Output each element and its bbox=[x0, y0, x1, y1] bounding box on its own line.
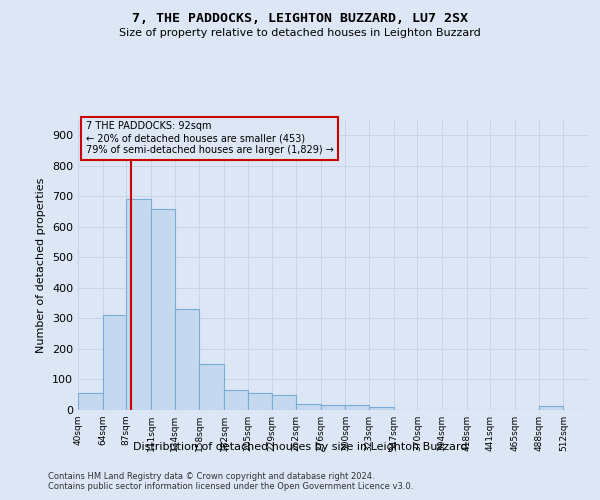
Bar bbox=[103, 316, 127, 410]
Bar bbox=[199, 364, 224, 410]
Bar bbox=[369, 407, 394, 410]
Bar bbox=[175, 310, 199, 410]
Text: Distribution of detached houses by size in Leighton Buzzard: Distribution of detached houses by size … bbox=[133, 442, 467, 452]
Bar bbox=[248, 393, 272, 410]
Bar bbox=[539, 406, 563, 410]
Y-axis label: Number of detached properties: Number of detached properties bbox=[37, 178, 46, 352]
Text: Contains public sector information licensed under the Open Government Licence v3: Contains public sector information licen… bbox=[48, 482, 413, 491]
Bar bbox=[78, 393, 103, 410]
Bar bbox=[127, 200, 151, 410]
Bar bbox=[272, 394, 296, 410]
Bar bbox=[151, 208, 175, 410]
Bar bbox=[320, 404, 346, 410]
Text: 7, THE PADDOCKS, LEIGHTON BUZZARD, LU7 2SX: 7, THE PADDOCKS, LEIGHTON BUZZARD, LU7 2… bbox=[132, 12, 468, 26]
Bar bbox=[224, 390, 248, 410]
Text: 7 THE PADDOCKS: 92sqm
← 20% of detached houses are smaller (453)
79% of semi-det: 7 THE PADDOCKS: 92sqm ← 20% of detached … bbox=[86, 122, 334, 154]
Bar bbox=[296, 404, 320, 410]
Text: Size of property relative to detached houses in Leighton Buzzard: Size of property relative to detached ho… bbox=[119, 28, 481, 38]
Text: Contains HM Land Registry data © Crown copyright and database right 2024.: Contains HM Land Registry data © Crown c… bbox=[48, 472, 374, 481]
Bar bbox=[346, 406, 369, 410]
